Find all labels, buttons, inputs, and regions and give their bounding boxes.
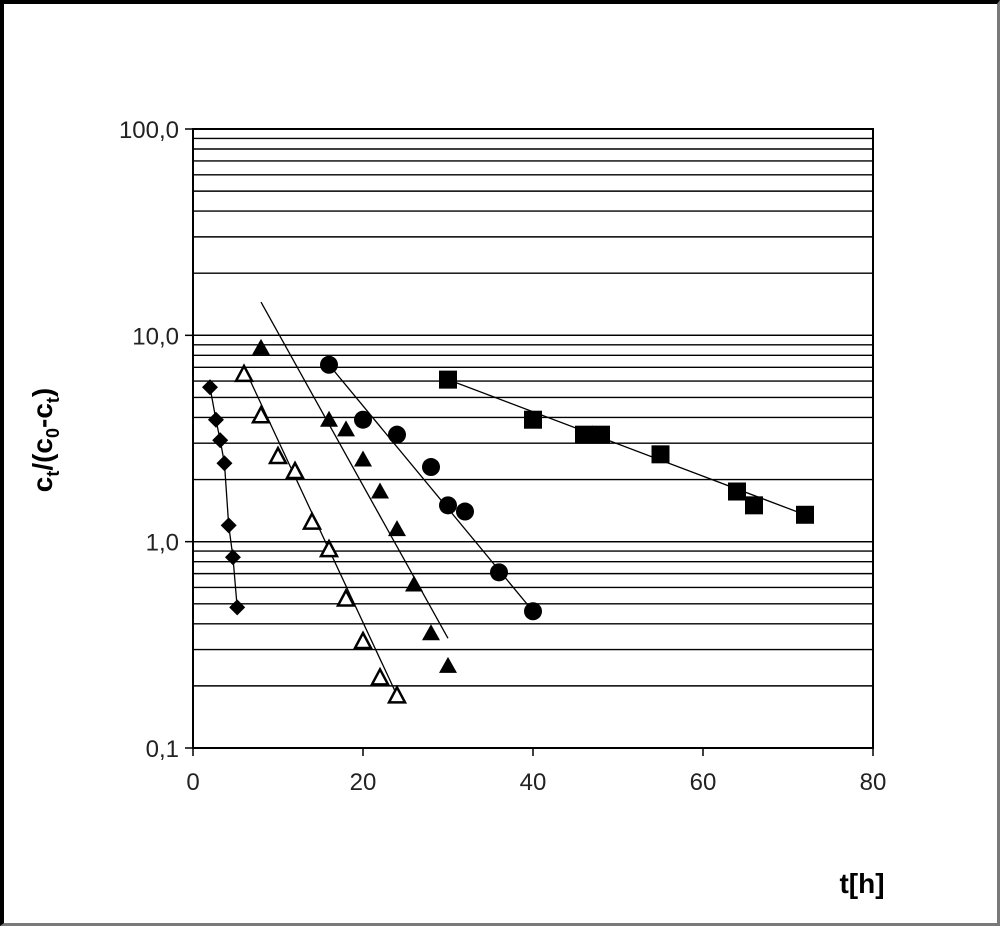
- open-triangle-marker: [250, 404, 272, 424]
- open-triangle-marker: [369, 666, 391, 686]
- open-triangle-marker: [318, 538, 340, 558]
- square-marker: [592, 425, 610, 444]
- diamond-marker: [207, 411, 224, 428]
- circle-marker: [524, 602, 542, 621]
- data-markers: [202, 338, 814, 704]
- circle-marker: [490, 563, 508, 582]
- filled-triangle-marker: [252, 338, 270, 355]
- plot-area: [192, 128, 874, 749]
- square-marker: [651, 445, 670, 464]
- y-axis-title-dash: -c: [27, 403, 58, 428]
- diamond-marker: [212, 432, 229, 449]
- open-triangle-marker: [335, 587, 357, 607]
- square-marker: [524, 410, 542, 429]
- filled-triangle-marker: [337, 420, 355, 437]
- tick-labels: 0 20 40 60 80 0,1 1,0 10,0 100,0: [119, 117, 886, 796]
- y-axis-title-sub-t2: t: [43, 397, 63, 403]
- open-triangle-marker: [301, 511, 323, 530]
- y-axis-title-c: c: [27, 477, 58, 493]
- filled-triangle-marker: [439, 656, 457, 673]
- diamond-marker: [229, 599, 246, 616]
- open-triangle-marker: [233, 363, 255, 383]
- circle-marker: [354, 410, 372, 429]
- axis-ticks: [185, 128, 874, 756]
- x-tick-label: 0: [186, 769, 199, 796]
- square-marker: [575, 425, 593, 444]
- circle-marker: [456, 502, 474, 521]
- square-marker: [728, 482, 746, 501]
- trend-lines: [209, 301, 806, 696]
- y-tick-label: 1,0: [146, 530, 179, 557]
- filled-triangle-marker: [354, 450, 372, 467]
- open-triangle-marker: [352, 630, 374, 650]
- circle-marker: [320, 355, 338, 374]
- x-tick-label: 40: [520, 769, 547, 796]
- filled-triangle-marker: [422, 624, 440, 641]
- x-tick-label: 80: [860, 769, 887, 796]
- diamond-marker: [220, 517, 237, 534]
- filled-triangle-marker: [320, 410, 338, 427]
- open-triangle-marker: [284, 460, 306, 480]
- y-tick-label: 100,0: [119, 117, 179, 144]
- square-marker: [796, 505, 814, 524]
- open-triangle-marker: [386, 684, 408, 704]
- circle-marker: [388, 425, 406, 444]
- y-axis-title-open: /(c: [27, 438, 58, 471]
- diamond-marker: [224, 549, 241, 566]
- square-marker: [439, 370, 457, 389]
- square-marker: [745, 496, 763, 515]
- diamond-marker: [216, 455, 233, 472]
- grid-lines: [193, 128, 873, 749]
- open-triangle-marker: [267, 445, 289, 465]
- y-axis-title-close: ): [27, 388, 58, 397]
- diamond-marker: [202, 379, 218, 396]
- filled-triangle-marker: [405, 575, 423, 592]
- circle-marker: [439, 496, 457, 515]
- y-axis-title: ct/(c0-ct): [27, 388, 63, 493]
- y-tick-label: 0,1: [146, 736, 179, 763]
- x-tick-label: 60: [690, 769, 717, 796]
- y-axis-title-sub-0: 0: [43, 428, 63, 438]
- trend-line-5: [447, 379, 806, 516]
- filled-triangle-marker: [371, 482, 389, 499]
- y-axis-title-sub-t: t: [43, 471, 63, 477]
- x-tick-label: 20: [350, 769, 377, 796]
- circle-marker: [422, 458, 440, 477]
- filled-triangle-marker: [388, 520, 406, 537]
- y-tick-label: 10,0: [132, 323, 179, 350]
- x-axis-title: t[h]: [839, 868, 884, 899]
